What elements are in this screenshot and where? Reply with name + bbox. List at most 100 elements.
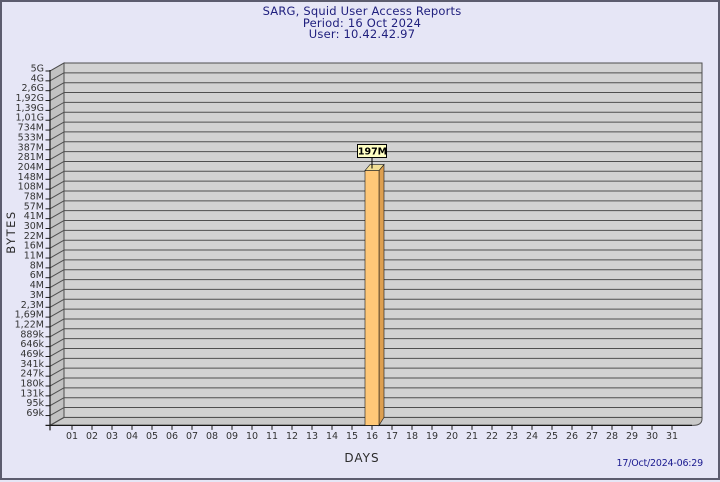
wall-diagonal bbox=[49, 220, 65, 229]
y-tick-label: 1,69M bbox=[15, 310, 44, 321]
y-tick-label: 646k bbox=[20, 339, 44, 350]
y-tick-label: 95k bbox=[26, 398, 44, 409]
y-tick-label: 1,01G bbox=[15, 113, 44, 124]
wall-diagonal bbox=[49, 190, 65, 200]
y-tick-label: 2,6G bbox=[22, 83, 44, 94]
y-tick-label: 387M bbox=[18, 142, 44, 153]
wall-diagonal bbox=[49, 161, 65, 170]
y-tick-label: 78M bbox=[24, 191, 44, 202]
x-axis-title: DAYS bbox=[344, 451, 379, 465]
x-tick-label: 05 bbox=[146, 431, 158, 442]
chart-period-subtitle: Period: 16 Oct 2024 bbox=[302, 15, 422, 30]
wall-diagonal bbox=[49, 111, 65, 121]
y-tick-label: 4G bbox=[31, 73, 44, 84]
y-tick-label: 889k bbox=[20, 329, 44, 340]
x-tick-label: 26 bbox=[566, 431, 578, 442]
wall-diagonal bbox=[49, 407, 65, 416]
x-tick-label: 21 bbox=[466, 431, 478, 442]
wall-diagonal bbox=[49, 200, 65, 210]
wall-diagonal bbox=[49, 367, 65, 377]
bar-day-16 bbox=[364, 170, 380, 426]
y-tick-label: 4M bbox=[30, 280, 44, 291]
y-tick-label: 1,39G bbox=[15, 103, 44, 114]
wall-diagonal bbox=[49, 377, 65, 387]
y-tick-label: 69k bbox=[26, 408, 44, 419]
x-tick-label: 25 bbox=[546, 431, 558, 442]
wall-diagonal bbox=[49, 348, 65, 357]
x-tick-label: 09 bbox=[226, 431, 238, 442]
x-tick-label: 11 bbox=[266, 431, 278, 442]
x-tick-label: 12 bbox=[286, 431, 298, 442]
wall-diagonal bbox=[49, 318, 65, 328]
y-tick-label: 22M bbox=[24, 231, 44, 242]
wall-diagonal bbox=[49, 229, 65, 239]
wall-diagonal bbox=[49, 151, 65, 161]
y-tick-label: 247k bbox=[20, 369, 44, 380]
x-tick-label: 20 bbox=[446, 431, 458, 442]
wall-diagonal bbox=[49, 328, 65, 338]
y-tick-label: 108M bbox=[18, 182, 44, 193]
wall-diagonal bbox=[49, 338, 65, 348]
x-tick-label: 03 bbox=[106, 431, 118, 442]
y-tick-label: 734M bbox=[18, 123, 44, 134]
chart-title: SARG, Squid User Access Reports bbox=[262, 4, 462, 18]
y-tick-label: 57M bbox=[24, 201, 44, 212]
y-tick-label: 16M bbox=[24, 241, 44, 252]
wall-diagonal bbox=[49, 82, 65, 92]
wall-diagonal bbox=[49, 357, 65, 367]
wall-diagonal bbox=[49, 259, 65, 269]
y-tick-label: 1,92G bbox=[15, 93, 44, 104]
wall-diagonal bbox=[49, 387, 65, 397]
chart-title-block: SARG, Squid User Access Reports Period: … bbox=[2, 4, 720, 41]
x-tick-label: 14 bbox=[326, 431, 338, 442]
y-tick-label: 131k bbox=[20, 388, 44, 399]
wall-diagonal bbox=[49, 121, 65, 131]
y-tick-label: 204M bbox=[18, 162, 44, 173]
bar-value-callout bbox=[357, 144, 387, 159]
x-tick-label: 04 bbox=[126, 431, 138, 442]
y-tick-label: 533M bbox=[18, 132, 44, 143]
y-tick-label: 2,3M bbox=[21, 300, 44, 311]
wall-diagonal bbox=[49, 62, 65, 72]
wall-diagonal bbox=[49, 180, 65, 190]
y-tick-label: 11M bbox=[24, 251, 44, 262]
wall-diagonal bbox=[49, 170, 65, 180]
wall-diagonal bbox=[49, 288, 65, 298]
x-tick-label: 31 bbox=[666, 431, 678, 442]
y-tick-label: 41M bbox=[24, 211, 44, 222]
x-tick-label: 13 bbox=[306, 431, 318, 442]
chart-user-subtitle: User: 10.42.42.97 bbox=[308, 27, 416, 41]
wall-diagonal bbox=[49, 249, 65, 259]
x-tick-label: 28 bbox=[606, 431, 618, 442]
wall-diagonal bbox=[49, 239, 65, 249]
x-tick-label: 19 bbox=[426, 431, 438, 442]
y-tick-label: 30M bbox=[24, 221, 44, 232]
x-tick-label: 16 bbox=[366, 431, 378, 442]
wall-diagonal bbox=[49, 141, 65, 151]
x-tick-label: 06 bbox=[166, 431, 178, 442]
x-tick-label: 10 bbox=[246, 431, 258, 442]
wall-diagonal bbox=[49, 131, 65, 141]
x-tick-label: 02 bbox=[86, 431, 98, 442]
wall-diagonal bbox=[49, 101, 65, 111]
wall-diagonal bbox=[49, 298, 65, 308]
wall-diagonal bbox=[49, 308, 65, 318]
wall-diagonal bbox=[49, 279, 65, 289]
bar-value-label: 197M bbox=[358, 147, 387, 158]
x-tick-label: 08 bbox=[206, 431, 218, 442]
wall-diagonal bbox=[49, 210, 65, 220]
wall-diagonal bbox=[49, 269, 65, 279]
wall-diagonal bbox=[49, 92, 65, 101]
x-tick-label: 18 bbox=[406, 431, 418, 442]
y-tick-label: 6M bbox=[30, 270, 44, 281]
x-tick-label: 27 bbox=[586, 431, 598, 442]
report-generated-timestamp: 17/Oct/2024-06:29 bbox=[616, 458, 704, 469]
x-tick-label: 30 bbox=[646, 431, 658, 442]
wall-diagonal bbox=[49, 416, 65, 426]
wall-diagonal bbox=[49, 397, 65, 407]
y-tick-label: 281M bbox=[18, 152, 44, 163]
x-tick-label: 01 bbox=[66, 431, 78, 442]
wall-diagonal bbox=[49, 72, 65, 82]
x-tick-label: 15 bbox=[346, 431, 358, 442]
